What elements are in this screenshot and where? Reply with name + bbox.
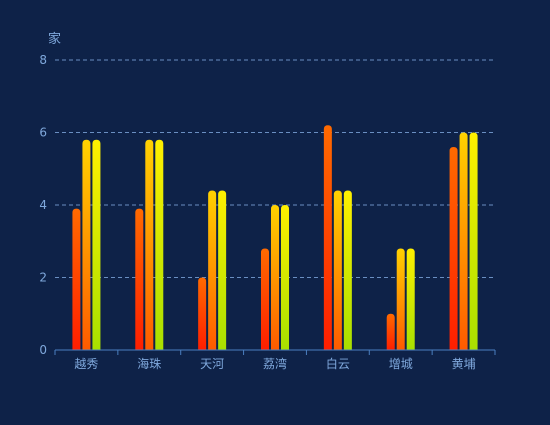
- y-tick-label: 0: [39, 343, 47, 357]
- y-tick-label: 8: [39, 53, 47, 67]
- x-tick-label: 天河: [200, 357, 224, 371]
- x-tick-label: 荔湾: [263, 356, 287, 371]
- y-tick-label: 4: [39, 198, 47, 212]
- bar-白云-series-1[interactable]: [323, 125, 332, 350]
- x-tick-label: 白云: [326, 356, 350, 371]
- x-tick-label: 海珠: [137, 356, 161, 371]
- y-tick-label: 2: [39, 271, 47, 285]
- bar-荔湾-series-3[interactable]: [281, 205, 289, 350]
- bar-白云-series-2[interactable]: [333, 190, 342, 351]
- bar-越秀-series-1[interactable]: [72, 208, 81, 350]
- bar-黄埔-series-2[interactable]: [459, 132, 468, 351]
- bars: [72, 125, 478, 351]
- bar-海珠-series-1[interactable]: [135, 208, 144, 350]
- y-axis-label: 家: [48, 31, 61, 47]
- bar-荔湾-series-1[interactable]: [261, 248, 269, 351]
- bar-天河-series-2[interactable]: [208, 190, 217, 351]
- bar-天河-series-3[interactable]: [218, 190, 227, 351]
- bar-越秀-series-3[interactable]: [92, 139, 101, 350]
- bar-海珠-series-2[interactable]: [145, 139, 154, 350]
- bar-增城-series-2[interactable]: [396, 248, 405, 351]
- bar-增城-series-3[interactable]: [406, 248, 415, 351]
- bar-白云-series-3[interactable]: [343, 190, 352, 351]
- bar-黄埔-series-1[interactable]: [449, 147, 458, 350]
- x-tick-label: 增城: [389, 357, 413, 371]
- x-tick-label: 越秀: [74, 357, 98, 371]
- bar-越秀-series-2[interactable]: [82, 139, 91, 350]
- bar-海珠-series-3[interactable]: [155, 139, 164, 350]
- bar-增城-series-1[interactable]: [386, 313, 395, 350]
- axes: 0 2 4 6 8 越秀 海珠 天河 荔湾 白云 增城 黄埔: [39, 53, 496, 371]
- bar-荔湾-series-2[interactable]: [271, 205, 279, 350]
- bar-天河-series-1[interactable]: [198, 277, 207, 351]
- x-tick-label: 黄埔: [452, 357, 476, 371]
- bar-黄埔-series-3[interactable]: [469, 132, 478, 351]
- y-tick-label: 6: [39, 126, 47, 140]
